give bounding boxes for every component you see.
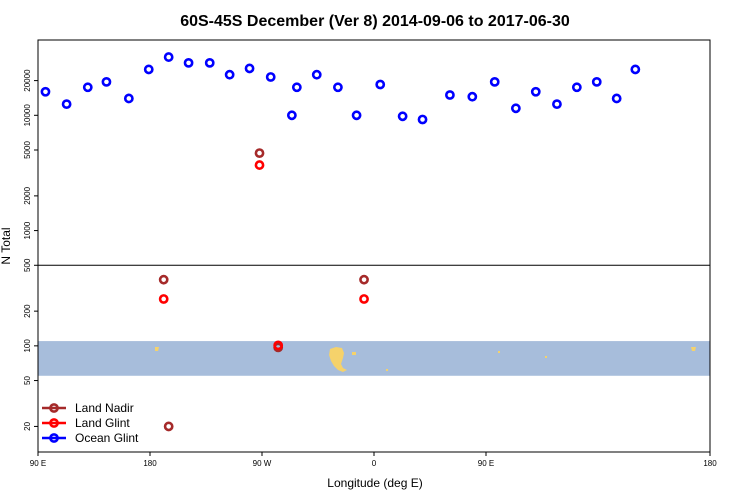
y-tick-label: 20000 [23, 69, 32, 92]
ocean-glint-point [375, 79, 386, 90]
ocean-glint-point [82, 82, 93, 93]
ocean-glint-point [61, 99, 72, 110]
ocean-glint-point [530, 86, 541, 97]
data-points [40, 52, 641, 432]
ocean-glint-point [591, 76, 602, 87]
land-nadir-point [254, 148, 265, 158]
y-tick-label: 2000 [23, 186, 32, 204]
x-axis: 90 E 180 90 W 0 90 E 180 [30, 452, 717, 468]
falklands-islands [352, 352, 356, 355]
ocean-glint-point [333, 82, 343, 93]
y-tick-label: 100 [23, 339, 32, 353]
y-tick-label: 5000 [23, 141, 32, 159]
land-nadir-point [359, 274, 369, 285]
ocean-glint-point [123, 93, 134, 104]
x-tick-label: 90 E [478, 459, 494, 468]
y-tick-label: 200 [23, 304, 32, 318]
tasmania-tip [691, 347, 696, 351]
ocean-glint-point [40, 86, 51, 97]
chart-title: 60S-45S December (Ver 8) 2014-09-06 to 2… [180, 13, 570, 30]
ocean-glint-point [510, 103, 521, 114]
ocean-glint-point [183, 57, 194, 68]
legend-marker-ocean-glint [49, 433, 59, 443]
ocean-glint-point [630, 64, 641, 75]
ocean-glint-point [397, 111, 408, 122]
ocean-glint-point [611, 93, 622, 104]
y-axis-label: N Total [0, 227, 13, 264]
ocean-glint-point [265, 72, 276, 82]
x-axis-label: Longitude (deg E) [327, 476, 422, 490]
south-georgia-island [386, 369, 388, 371]
island-dot [498, 351, 500, 353]
ocean-glint-point [204, 57, 215, 68]
land-nadir-point [158, 274, 169, 285]
ocean-glint-point [163, 52, 174, 62]
ocean-glint-point [143, 64, 154, 75]
ocean-glint-point [467, 91, 478, 102]
ocean-glint-point [311, 69, 322, 80]
ocean-glint-point [552, 99, 562, 110]
x-tick-label: 0 [372, 459, 377, 468]
ocean-glint-point [489, 76, 500, 87]
plot-background [38, 341, 710, 376]
y-tick-label: 20 [23, 421, 32, 430]
y-tick-label: 500 [23, 258, 32, 272]
ocean-glint-point [571, 82, 582, 93]
x-tick-label: 180 [703, 459, 717, 468]
legend-label-land-glint: Land Glint [75, 416, 130, 430]
y-tick-label: 50 [23, 376, 32, 385]
ocean-glint-point [286, 110, 297, 121]
ocean-glint-point [224, 69, 235, 80]
legend-label-land-nadir: Land Nadir [75, 401, 134, 415]
land-glint-point [273, 340, 284, 351]
land-nadir-point [163, 421, 174, 432]
x-tick-label: 90 E [30, 459, 46, 468]
plot-border [37, 39, 711, 453]
south-america-tip [329, 347, 347, 372]
land-glint-point [254, 160, 265, 170]
y-tick-label: 1000 [23, 221, 32, 239]
legend-marker-land-glint [49, 418, 59, 428]
ocean-glint-point [417, 114, 428, 125]
ocean-glint-point [291, 82, 302, 93]
land-mass-overlay [155, 347, 696, 372]
new-zealand-south-tip [155, 347, 159, 351]
land-glint-point [359, 294, 369, 304]
y-tick-label: 10000 [23, 104, 32, 127]
ocean-glint-point [244, 63, 255, 74]
x-tick-label: 90 W [253, 459, 272, 468]
x-tick-label: 180 [143, 459, 157, 468]
ocean-glint-point [101, 76, 112, 87]
island-dot [545, 356, 547, 358]
land-glint-point [158, 294, 169, 304]
plot-frame [37, 39, 711, 453]
legend-label-ocean-glint: Ocean Glint [75, 431, 139, 445]
legend-marker-land-nadir [49, 403, 59, 413]
ocean-band [38, 341, 710, 376]
y-axis: 20 50 100 200 500 1000 2000 5000 10000 20000 [23, 69, 38, 431]
ocean-glint-point [445, 90, 455, 100]
ocean-glint-point [351, 110, 362, 121]
